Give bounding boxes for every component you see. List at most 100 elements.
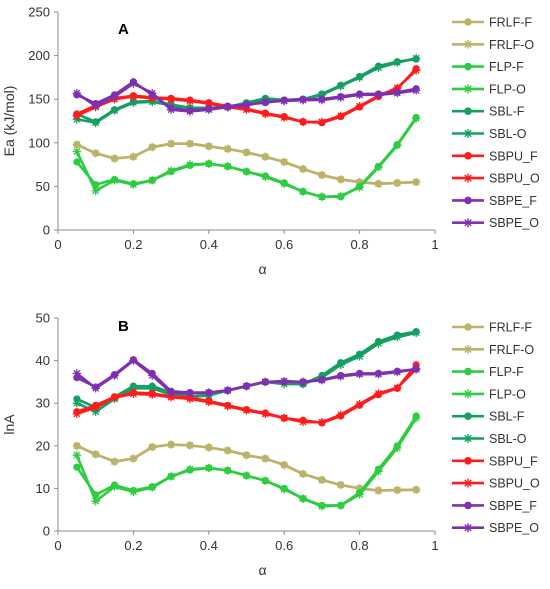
- legend-label: SBPE_F: [489, 194, 537, 208]
- legend-label: SBPU_O: [489, 477, 540, 491]
- legend-item: SBL-O: [452, 127, 527, 141]
- data-point: [355, 73, 364, 82]
- data-point: [261, 377, 270, 387]
- legend-label: SBPE_O: [489, 216, 539, 230]
- data-point: [223, 144, 232, 154]
- x-tick-label: 0.2: [124, 237, 142, 252]
- legend: FRLF-F FRLF-O FLP-F FLP-O SBL-F SBL-O SBPU_F SB…: [452, 321, 540, 535]
- y-tick-label: 50: [36, 179, 50, 194]
- data-point: [129, 384, 138, 393]
- legend-item: FLP-O: [452, 387, 526, 401]
- legend-item: SBPE_F: [452, 194, 537, 208]
- legend-item: SBL-F: [452, 410, 525, 424]
- data-point: [129, 98, 138, 107]
- data-point: [223, 386, 232, 395]
- data-point: [72, 140, 82, 149]
- data-point: [393, 332, 402, 342]
- data-point: [393, 443, 402, 453]
- legend-item: FLP-F: [452, 60, 524, 74]
- data-point: [393, 88, 402, 98]
- data-point: [298, 187, 308, 196]
- data-point: [336, 175, 345, 184]
- data-point: [242, 406, 251, 415]
- data-point: [261, 409, 270, 419]
- data-point: [355, 484, 364, 493]
- legend-label: SBL-F: [489, 410, 525, 424]
- legend-swatch-marker: [464, 62, 472, 71]
- data-point: [242, 148, 251, 157]
- legend-item: SBL-F: [452, 105, 525, 119]
- data-point: [393, 367, 402, 377]
- x-tick-label: 1: [431, 538, 438, 553]
- x-tick-label: 0.4: [200, 538, 218, 553]
- data-point: [166, 388, 176, 397]
- legend-label: FLP-F: [489, 60, 524, 74]
- series-frlf-o: [72, 440, 421, 495]
- legend-swatch-marker: [464, 412, 472, 421]
- data-point: [317, 418, 327, 427]
- data-point: [317, 170, 327, 180]
- legend-swatch-marker: [464, 367, 472, 376]
- data-point: [204, 142, 213, 151]
- y-tick-label: 10: [36, 481, 50, 496]
- data-point: [129, 79, 138, 88]
- data-point: [317, 90, 327, 100]
- data-point: [336, 111, 345, 120]
- data-point: [374, 179, 383, 188]
- legend-item: SBL-O: [452, 432, 527, 446]
- legend-swatch-marker: [464, 18, 472, 26]
- data-point: [336, 480, 345, 490]
- legend-swatch-marker: [463, 434, 473, 443]
- data-point: [336, 410, 345, 419]
- legend-item: FLP-O: [452, 82, 526, 96]
- data-point: [148, 384, 157, 393]
- data-point: [355, 352, 364, 361]
- chart-panel-a: 0 50 100 150 200 250 0 0.2 0.4 0.6 0.8 1 α Ea (kJ/mol…: [1, 5, 540, 278]
- data-point: [204, 159, 213, 168]
- y-tick-label: 30: [36, 396, 50, 411]
- data-point: [110, 457, 119, 466]
- data-point: [317, 502, 327, 511]
- data-point: [204, 397, 213, 407]
- data-point: [91, 403, 100, 412]
- data-point: [355, 490, 364, 499]
- data-point: [185, 160, 195, 169]
- data-point: [223, 466, 232, 475]
- series-frlf-o: [72, 139, 421, 188]
- x-axis-label: α: [258, 261, 266, 277]
- y-tick-label: 150: [28, 92, 50, 107]
- legend-swatch-marker: [463, 344, 473, 354]
- data-point: [374, 90, 383, 100]
- data-point: [129, 152, 138, 161]
- legend-swatch-marker: [463, 218, 473, 228]
- data-point: [185, 441, 195, 450]
- data-point: [91, 450, 100, 459]
- x-tick-label: 1: [431, 237, 438, 252]
- data-point: [317, 375, 327, 385]
- legend-item: SBPE_O: [452, 521, 539, 535]
- y-tick-label: 0: [43, 223, 50, 238]
- y-tick-label: 100: [28, 135, 50, 150]
- data-point: [298, 117, 308, 127]
- x-tick-label: 0: [54, 237, 61, 252]
- legend-item: FRLF-F: [452, 321, 532, 335]
- data-point: [148, 176, 157, 185]
- data-point: [317, 475, 327, 485]
- legend-label: SBL-F: [489, 105, 525, 119]
- data-point: [166, 139, 176, 148]
- series-sbpe-o: [72, 356, 421, 398]
- data-point: [374, 467, 383, 476]
- data-point: [91, 118, 100, 127]
- data-point: [336, 191, 345, 201]
- legend-swatch-marker: [464, 152, 472, 160]
- data-point: [148, 142, 157, 152]
- data-point: [204, 463, 213, 473]
- panel-label: A: [118, 21, 129, 38]
- data-point: [336, 360, 345, 370]
- data-point: [355, 177, 364, 187]
- data-point: [148, 483, 157, 492]
- data-point: [411, 485, 421, 494]
